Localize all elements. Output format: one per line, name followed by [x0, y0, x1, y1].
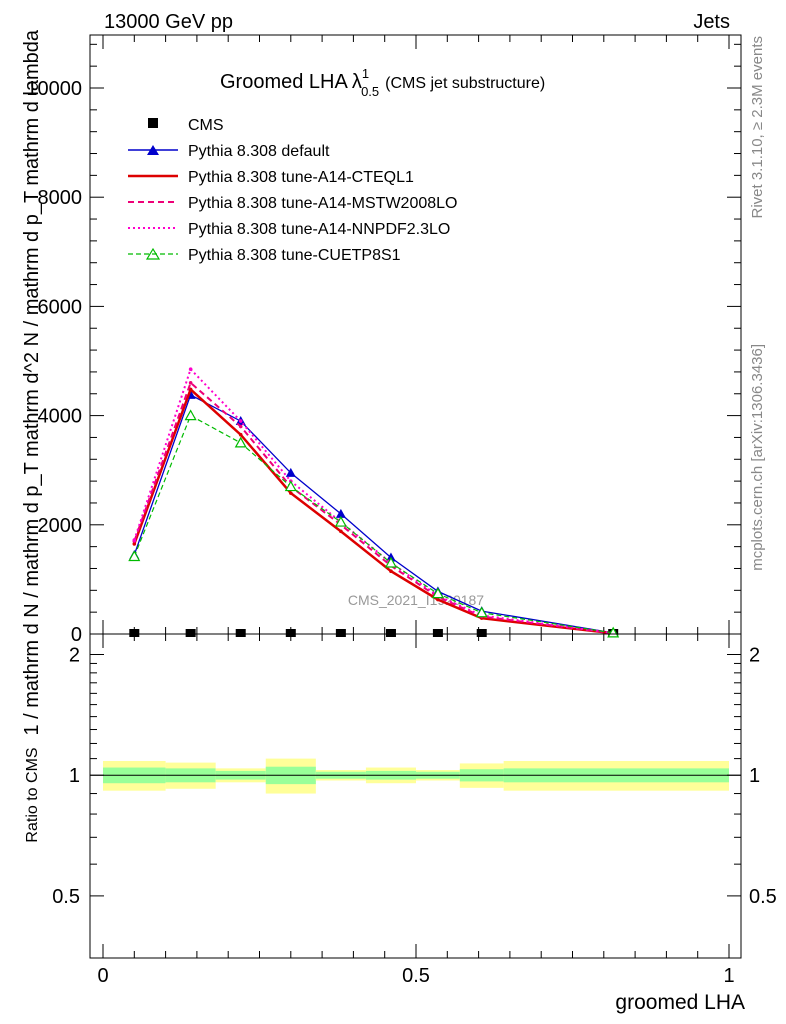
ratio-bands: [103, 758, 729, 794]
legend-label-cuetp8s1: Pythia 8.308 tune-CUETP8S1: [188, 247, 401, 264]
legend-label-cteql1: Pythia 8.308 tune-A14-CTEQL1: [188, 169, 414, 186]
series-marker: [607, 626, 620, 638]
series-marker: [339, 529, 343, 534]
series-marker: [289, 491, 293, 495]
ratio-y-tick-label-right: 2: [749, 645, 760, 667]
series-marker: [389, 569, 393, 574]
y-tick-label: 2000: [38, 515, 83, 537]
chart-title-sub: 0.5: [361, 84, 379, 99]
cms-data-point: [235, 629, 246, 637]
legend-entry-nnpdf: Pythia 8.308 tune-A14-NNPDF2.3LO: [128, 221, 450, 238]
legend-entry-default: Pythia 8.308 default: [128, 143, 330, 160]
series-marker: [184, 409, 197, 421]
y-tick-label: 4000: [38, 406, 83, 428]
series-marker: [285, 467, 296, 477]
ratio-y-tick-label: 0.5: [52, 886, 80, 908]
legend-label-cms: CMS: [188, 117, 224, 134]
analysis-watermark: CMS_2021_I1920187: [348, 592, 484, 608]
legend-entry-mstw: Pythia 8.308 tune-A14-MSTW2008LO: [128, 195, 457, 212]
legend-label-default: Pythia 8.308 default: [188, 143, 330, 160]
main-panel: 1 / mathrm d N / mathrm d p_T mathrm d^2…: [21, 29, 742, 736]
series-marker: [431, 587, 444, 599]
x-tick-label: 1: [723, 965, 734, 987]
ratio-y-tick-label-right: 0.5: [749, 886, 777, 908]
energy-label: 13000 GeV pp: [104, 11, 233, 33]
chart-title-main: Groomed LHA: [220, 71, 348, 93]
rivet-version-label: Rivet 3.1.10, ≥ 2.3M events: [749, 36, 766, 219]
series-marker: [234, 436, 247, 448]
ratio-panel: 0.5 0.51 12 2 0 0.5 1 Ratio to CMS groomed LH…: [24, 633, 777, 1014]
cms-data-point: [335, 629, 346, 637]
series-marker: [238, 432, 243, 437]
ratio-y-tick-label: 2: [69, 645, 80, 667]
series-data: [129, 629, 619, 637]
legend-marker-default: [147, 145, 159, 155]
y-tick-label: 6000: [38, 296, 83, 318]
legend-entry-cuetp8s1: Pythia 8.308 tune-CUETP8S1: [128, 247, 401, 264]
mcplots-label: mcplots.cern.ch [arXiv:1306.3436]: [749, 344, 766, 571]
process-label: Jets: [693, 11, 730, 33]
y-tick-label: 8000: [38, 187, 83, 209]
series-marker: [335, 508, 346, 518]
series-marker: [188, 387, 193, 392]
ratio-x-axis: 0 0.5 1: [97, 634, 735, 987]
series-marker: [334, 515, 347, 527]
chart-title-sup: 1: [362, 66, 369, 81]
y-tick-label: 10000: [26, 78, 82, 100]
series-marker: [132, 538, 137, 542]
cms-data-point: [129, 629, 140, 637]
x-tick-label: 0.5: [402, 965, 430, 987]
legend: CMS Pythia 8.308 default Pythia 8.308 tu…: [128, 117, 457, 264]
legend-entry-cms: CMS: [148, 117, 224, 134]
chart-title-suffix: (CMS jet substructure): [385, 75, 545, 92]
legend-label-mstw: Pythia 8.308 tune-A14-MSTW2008LO: [188, 195, 457, 212]
series-marker: [132, 542, 137, 546]
series-marker: [436, 597, 440, 602]
cms-data-point: [432, 629, 443, 637]
cms-data-point: [476, 629, 487, 637]
cms-data-point: [385, 629, 396, 637]
series-marker: [128, 550, 141, 562]
ratio-y-axis-label: Ratio to CMS: [24, 747, 41, 842]
series-marker: [188, 367, 193, 371]
series-cuetp8s1: [128, 409, 620, 638]
y-axis-label: 1 / mathrm d N / mathrm d p_T mathrm d^2…: [21, 29, 43, 735]
ratio-y-tick-label-right: 1: [749, 765, 760, 787]
series-marker: [384, 556, 397, 568]
legend-marker-cms: [148, 118, 158, 128]
chart-title-lambda: λ: [352, 71, 362, 93]
y-tick-label: 0: [71, 624, 82, 646]
series-cteql1: [132, 387, 615, 635]
series-marker: [284, 480, 297, 492]
chart-title: Groomed LHA λ1 0.5 (CMS jet substructure): [220, 66, 545, 99]
series-marker: [188, 381, 193, 385]
series-marker: [238, 424, 243, 429]
ratio-y-tick-label: 1: [69, 765, 80, 787]
series-marker: [238, 419, 243, 423]
legend-marker-cuetp8s1: [145, 247, 161, 260]
main-y-axis: 0 2000 4000 6000 8000 10000: [26, 43, 741, 646]
legend-entry-cteql1: Pythia 8.308 tune-A14-CTEQL1: [128, 169, 414, 186]
series-layer: [128, 367, 620, 638]
cms-data-point: [185, 629, 196, 637]
x-axis-label: groomed LHA: [615, 991, 745, 1014]
x-tick-label: 0: [97, 965, 108, 987]
ratio-plot-frame: [89, 633, 742, 959]
cms-data-point: [285, 629, 296, 637]
legend-label-nnpdf: Pythia 8.308 tune-A14-NNPDF2.3LO: [188, 221, 450, 238]
ratio-y-axis: 0.5 0.5 1 1 2 2: [52, 645, 777, 908]
series-marker: [475, 606, 488, 618]
